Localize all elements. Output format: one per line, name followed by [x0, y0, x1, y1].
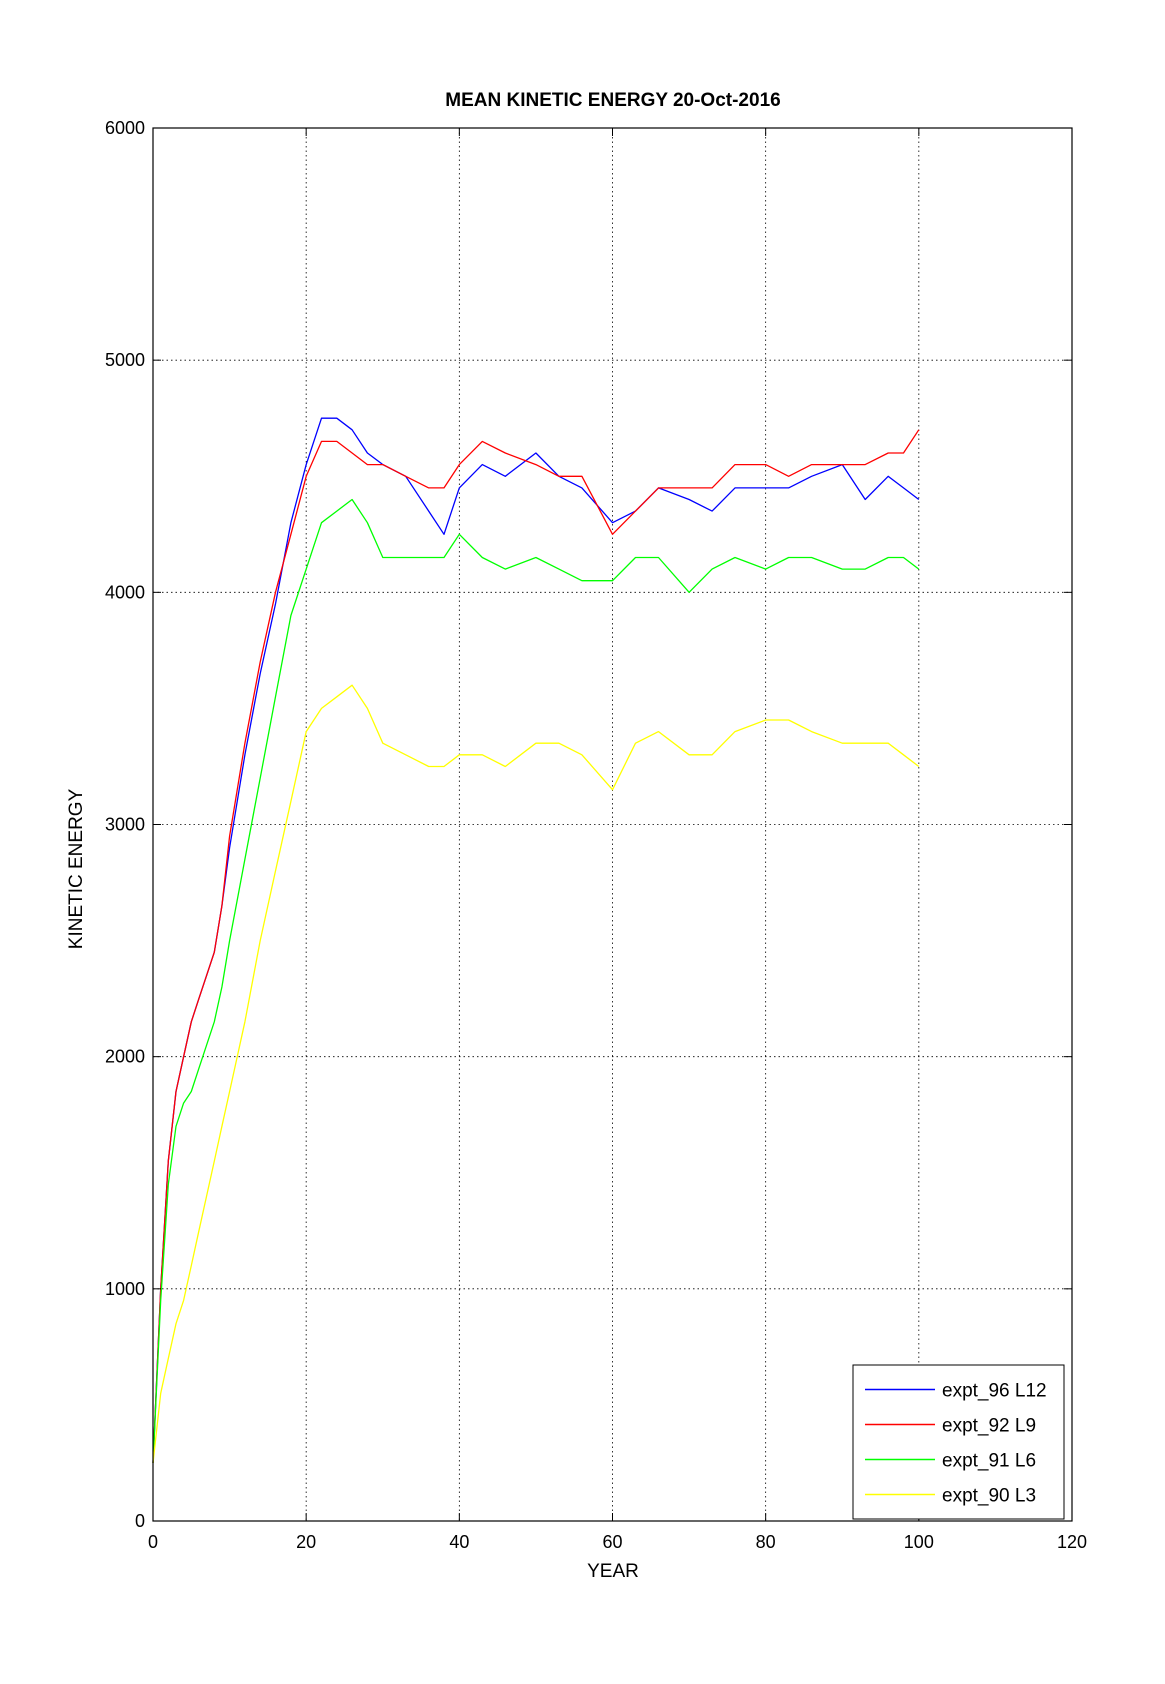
legend-label: expt_92 L9 — [942, 1416, 1036, 1437]
y-tick-label: 3000 — [105, 815, 145, 835]
series-lines — [152, 417, 920, 1464]
y-tick-label: 1000 — [105, 1279, 145, 1299]
axis-ticks: 0 20 40 60 80 100 120 0 1000 2000 3000 4000 5000 6000 — [105, 118, 1087, 1552]
chart-title: MEAN KINETIC ENERGY 20-Oct-2016 — [445, 90, 780, 111]
y-axis-label: KINETIC ENERGY — [66, 788, 87, 949]
x-tick-label: 100 — [904, 1532, 934, 1552]
y-tick-label: 0 — [135, 1511, 145, 1531]
x-tick-label: 80 — [756, 1532, 776, 1552]
x-tick-label: 60 — [602, 1532, 622, 1552]
grid-lines — [153, 128, 1072, 1521]
y-tick-label: 4000 — [105, 582, 145, 602]
legend: expt_96 L12 expt_92 L9 expt_91 L6 expt_90 L… — [852, 1364, 1065, 1520]
legend-box — [852, 1364, 1065, 1520]
x-tick-label: 40 — [449, 1532, 469, 1552]
x-axis-label: YEAR — [587, 1561, 639, 1582]
x-tick-label: 20 — [296, 1532, 316, 1552]
series-line-2 — [152, 429, 920, 1464]
series-line-3 — [152, 498, 920, 1464]
series-line-4 — [152, 684, 920, 1464]
y-tick-label: 2000 — [105, 1047, 145, 1067]
y-tick-label: 6000 — [105, 118, 145, 138]
legend-label: expt_90 L3 — [942, 1486, 1036, 1507]
x-tick-label: 120 — [1057, 1532, 1087, 1552]
legend-label: expt_96 L12 — [942, 1381, 1047, 1402]
legend-label: expt_91 L6 — [942, 1451, 1036, 1472]
y-tick-label: 5000 — [105, 350, 145, 370]
x-tick-label: 0 — [148, 1532, 158, 1552]
